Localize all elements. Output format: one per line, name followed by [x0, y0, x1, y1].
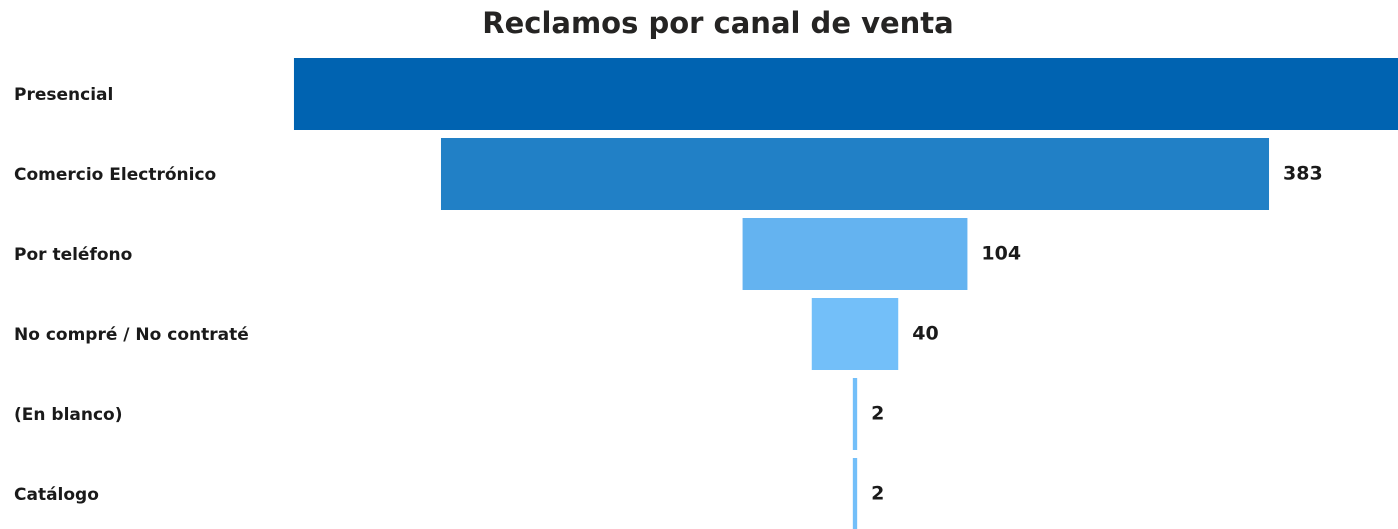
funnel-bar	[852, 378, 858, 450]
funnel-bar	[293, 58, 1398, 130]
value-label: 104	[981, 243, 1021, 265]
category-label: No compré / No contraté	[14, 325, 249, 345]
funnel-bar	[852, 458, 858, 529]
category-label: Presencial	[14, 85, 113, 105]
value-label: 40	[912, 323, 938, 345]
value-label: 2	[871, 483, 884, 505]
category-label: Por teléfono	[14, 245, 132, 265]
category-label: (En blanco)	[14, 405, 123, 425]
value-label: 383	[1283, 163, 1323, 185]
funnel-bar	[440, 138, 1270, 210]
funnel-bar	[811, 298, 899, 370]
category-label: Comercio Electrónico	[14, 165, 216, 185]
chart-title: Reclamos por canal de venta	[482, 6, 953, 40]
value-label: 2	[871, 403, 884, 425]
category-label: Catálogo	[14, 485, 99, 505]
funnel-bar	[742, 218, 968, 290]
